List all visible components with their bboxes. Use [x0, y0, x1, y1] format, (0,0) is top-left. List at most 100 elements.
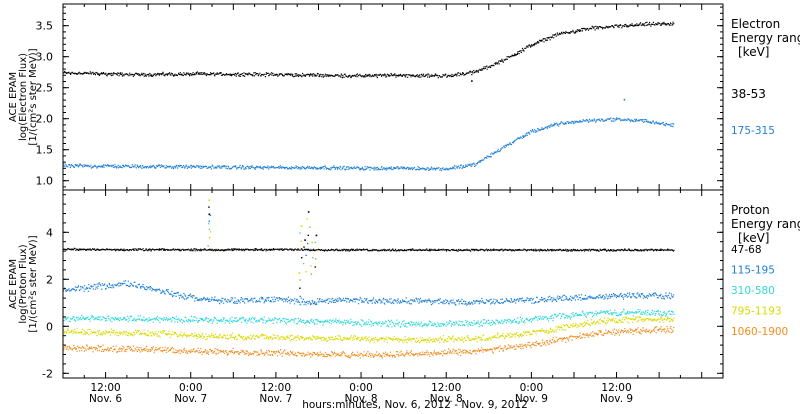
spike-trail-point	[208, 228, 211, 231]
legend-entry-310-580: 310-580	[731, 285, 775, 297]
y-axis-label-line: [1/(cm²s ster MeV)]	[28, 48, 39, 145]
spike-trail-point	[316, 249, 319, 252]
spike-trail-point	[299, 279, 301, 281]
spike-trail-point	[310, 248, 312, 251]
series-175-315	[63, 117, 675, 172]
spike-trail-point	[305, 271, 307, 273]
y-axis-label-line: ACE EPAM	[8, 259, 19, 309]
spike-trail-point	[302, 262, 305, 265]
x-tick-label-time: 12:00	[90, 382, 120, 394]
legend-subtitle: Energy range	[731, 31, 800, 45]
y-tick-label: -2	[42, 367, 53, 380]
spike-point-6	[311, 241, 313, 244]
legend-entry-115-195: 115-195	[731, 265, 775, 277]
y-axis-label-line: log(Electron Flux)	[18, 53, 29, 141]
spike-trail-point	[310, 265, 312, 267]
spike-trail-point	[305, 254, 307, 257]
legend-unit: [keV]	[738, 45, 769, 59]
x-tick-label-date: Nov. 6	[89, 393, 122, 405]
x-axis-label: hours:minutes, Nov. 6, 2012 - Nov. 9, 20…	[302, 399, 528, 410]
spike-trail-point	[314, 266, 316, 268]
spike-trail-point	[314, 241, 317, 244]
x-tick-label-time: 0:00	[520, 382, 544, 394]
spike-point-3	[307, 211, 310, 213]
series-points-47-68	[63, 247, 675, 252]
series-310-580	[62, 308, 675, 328]
spike-trail-point	[209, 214, 212, 217]
spike-trail-point	[208, 237, 211, 239]
x-tick-label-time: 0:00	[179, 382, 203, 394]
spike-trail-point	[309, 226, 311, 228]
series-795-1193	[62, 315, 675, 344]
x-tick-label-time: 12:00	[261, 382, 291, 394]
spike-trail-point	[300, 240, 302, 242]
series-points-795-1193	[62, 315, 675, 344]
spike-trail-point	[299, 295, 301, 298]
spike-trail-point	[312, 256, 314, 259]
series-47-68	[63, 247, 675, 252]
panel-frame-electron	[62, 3, 724, 191]
outlier-point-1	[471, 80, 473, 82]
spike-trail-point	[207, 245, 209, 247]
y-tick-label: 2	[46, 273, 53, 286]
series-points-310-580	[62, 308, 675, 328]
spike-point-0	[208, 199, 211, 201]
panel-frame-proton	[62, 189, 724, 379]
legend-entry-38-53: 38-53	[731, 87, 766, 101]
x-tick-label-date: Nov. 9	[515, 393, 548, 405]
x-tick-label-date: Nov. 8	[345, 393, 378, 405]
legend-entry-175-315: 175-315	[731, 125, 775, 137]
spike-trail-point	[310, 273, 313, 275]
series-points-115-195	[62, 280, 675, 306]
spike-point-7	[315, 234, 318, 237]
spike-trail-point	[303, 246, 305, 248]
series-115-195	[62, 280, 675, 306]
spike-trail-point	[299, 248, 301, 251]
spike-trail-point	[209, 231, 212, 233]
spike-trail-point	[306, 218, 308, 220]
data-layer	[62, 21, 675, 359]
spike-trail-point	[208, 206, 210, 208]
x-tick-label-time: 0:00	[349, 382, 373, 394]
y-tick-label: 1.5	[36, 144, 54, 157]
legend-subtitle: Energy range	[731, 217, 800, 231]
spike-trail-point	[299, 232, 301, 234]
spike-point-2	[300, 225, 303, 227]
x-tick-label-time: 12:00	[431, 382, 461, 394]
series-points-175-315	[63, 117, 675, 172]
outlier-point-0	[623, 98, 626, 101]
spike-trail-point	[299, 287, 301, 289]
spike-trail-point	[306, 242, 309, 245]
legend-unit: [keV]	[738, 231, 769, 245]
y-tick-label: 2.0	[36, 113, 54, 126]
spike-point-4	[298, 272, 301, 274]
spike-trail-point	[208, 222, 210, 225]
y-axis-label-line: ACE EPAM	[8, 72, 19, 122]
series-points-1060-1900	[63, 326, 675, 359]
x-tick-label-date: Nov. 7	[174, 393, 207, 405]
spike-trail-point	[314, 258, 317, 260]
x-tick-label-date: Nov. 9	[600, 393, 633, 405]
y-axis-label-line: [1/(cm²s ster MeV)]	[28, 235, 39, 332]
x-tick-label-date: Nov. 8	[430, 393, 463, 405]
series-points-38-53	[63, 21, 675, 79]
x-tick-label-time: 12:00	[601, 382, 631, 394]
frame-layer	[62, 3, 724, 379]
legend-entry-47-68: 47-68	[731, 244, 762, 256]
legend-entry-1060-1900: 1060-1900	[731, 326, 788, 338]
spike-trail-point	[208, 220, 210, 222]
y-tick-label: 3.5	[36, 20, 54, 33]
legend-title: Proton	[731, 203, 770, 217]
series-1060-1900	[63, 326, 675, 359]
legend-title: Electron	[731, 17, 780, 31]
y-axis-label-line: log(Proton Flux)	[18, 244, 29, 323]
legend-entry-795-1193: 795-1193	[731, 306, 782, 318]
spike-point-1	[208, 213, 211, 216]
y-tick-label: 4	[46, 226, 53, 239]
y-tick-label: 3.0	[36, 51, 54, 64]
y-tick-label: 1.0	[36, 175, 54, 188]
spike-trail-point	[307, 234, 310, 237]
spike-trail-point	[301, 256, 303, 259]
